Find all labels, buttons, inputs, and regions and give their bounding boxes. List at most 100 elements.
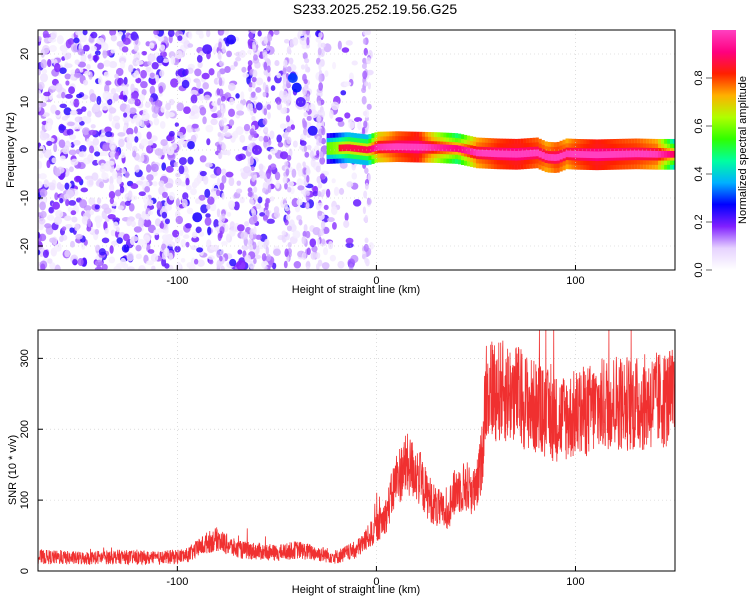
tone-cell [667,150,671,158]
noise-speckle [196,174,202,184]
x-tick-label: -100 [166,275,188,287]
tone-cell [646,150,650,158]
noise-speckle [140,69,147,79]
noise-speckle [273,248,281,257]
noise-streak [305,261,311,269]
noise-speckle [165,182,173,189]
noise-speckle [86,110,92,118]
noise-speckle [315,36,322,43]
noise-speckle [117,31,124,37]
noise-speckle [168,98,175,106]
spectrogram-tone [326,131,675,173]
noise-speckle [182,234,190,239]
noise-speckle [158,180,165,187]
noise-streak [219,230,223,239]
tone-cell [398,143,402,151]
noise-speckle [114,151,119,160]
noise-speckle [138,191,146,197]
tone-cell [338,144,342,152]
noise-streak [285,115,291,123]
noise-speckle [258,135,264,142]
noise-speckle [107,98,113,106]
noise-streak [249,233,254,240]
tone-cell [344,144,348,152]
noise-streak [304,63,309,73]
noise-speckle [197,61,203,69]
noise-speckle [257,196,263,204]
noise-streak [221,175,227,184]
noise-streak [219,119,225,127]
noise-speckle [101,172,109,181]
noise-speckle [51,157,57,164]
noise-streak [286,46,292,55]
noise-streak [363,190,368,199]
noise-speckle [99,181,105,189]
noise-speckle [68,86,76,94]
tone-cell [455,145,459,152]
noise-speckle [141,88,147,96]
tone-cell [598,151,602,159]
noise-speckle [317,41,323,49]
noise-speckle [368,242,374,250]
noise-speckle [101,42,109,51]
noise-speckle [321,262,330,270]
noise-speckle [53,244,62,252]
noise-speckle [219,68,226,75]
noise-streak [251,175,256,182]
noise-streak [253,186,258,193]
tone-cell [652,150,656,158]
noise-speckle [147,140,154,146]
tone-cell [526,150,530,157]
noise-speckle [79,199,88,209]
noise-speckle [159,120,166,129]
tone-cell [628,150,632,158]
noise-speckle [159,222,165,229]
tone-cell [484,149,489,157]
tone-cell [607,151,611,158]
noise-speckle [207,226,212,236]
noise-speckle [168,146,175,155]
spectrogram-noise [38,30,374,270]
tone-cell [577,151,581,158]
noise-speckle [167,112,175,118]
noise-speckle [319,156,326,165]
tone-cell [493,150,498,158]
noise-speckle [105,80,112,86]
tone-cell [440,144,444,152]
colorbar-ticks: 0.0 0.2 0.4 0.6 0.8 [693,70,712,278]
noise-speckle [153,30,159,36]
noise-speckle [73,37,80,44]
noise-speckle [143,218,152,228]
noise-speckle [226,233,231,243]
spectrogram-x-ticks: -100 0 100 [166,265,585,287]
noise-speckle [235,154,243,162]
noise-speckle [46,159,51,169]
noise-speckle [292,230,301,239]
noise-streak [318,32,323,39]
noise-blob [291,82,302,93]
noise-speckle [214,226,221,231]
noise-speckle [255,87,262,93]
tone-cell [580,151,584,158]
noise-speckle [255,203,262,210]
noise-streak [363,243,369,252]
noise-speckle [64,249,71,258]
tone-cell [362,146,366,153]
noise-streak [266,254,272,262]
noise-speckle [94,50,101,56]
noise-speckle [292,140,298,148]
noise-speckle [67,38,75,45]
noise-streak [320,137,326,145]
noise-speckle [70,69,77,75]
noise-speckle [331,178,336,184]
noise-speckle [162,58,170,63]
noise-speckle [255,102,263,111]
noise-speckle [49,237,57,243]
noise-speckle [344,212,349,222]
noise-speckle [108,107,117,114]
noise-speckle [65,198,70,207]
noise-speckle [70,210,77,216]
noise-speckle [73,72,83,78]
noise-streak [266,170,271,180]
noise-speckle [67,121,75,127]
